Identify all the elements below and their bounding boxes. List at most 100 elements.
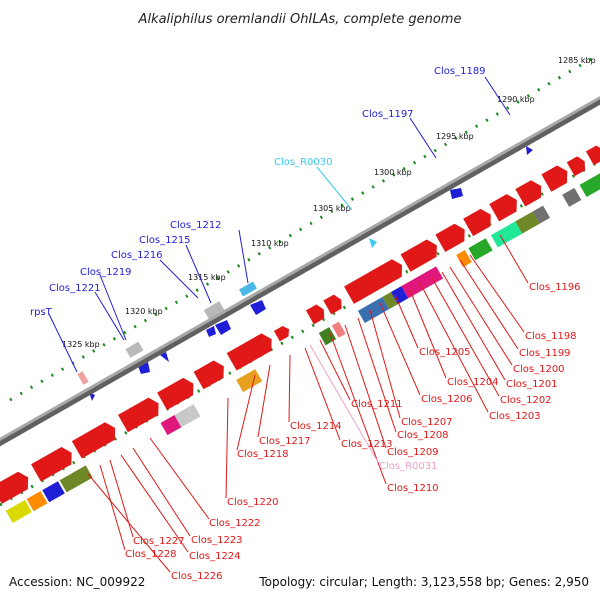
label-clos-1197[interactable]: Clos_1197 <box>362 109 414 120</box>
gene-clos-1203[interactable] <box>515 177 546 207</box>
label-clos-1210[interactable]: Clos_1210 <box>387 483 439 494</box>
tick-label-1295: 1295 kbp <box>436 132 474 141</box>
cog-box-9 <box>331 321 346 338</box>
gene-clos-1217[interactable] <box>305 303 328 325</box>
label-clos-r0031[interactable]: Clos_R0031 <box>379 461 438 472</box>
label-clos-1224[interactable]: Clos_1224 <box>189 551 241 562</box>
leader-clos-r0030 <box>316 166 353 211</box>
gene-clos-1228[interactable] <box>0 469 33 504</box>
label-clos-1213[interactable]: Clos_1213 <box>341 439 393 450</box>
gene-clos-1207[interactable] <box>435 221 469 252</box>
label-clos-r0030[interactable]: Clos_R0030 <box>274 157 333 168</box>
gene-clos-1227[interactable] <box>31 444 77 482</box>
tick-label-1300: 1300 kbp <box>374 168 412 177</box>
label-clos-1208[interactable]: Clos_1208 <box>397 430 449 441</box>
label-rpst[interactable]: rpsT <box>30 307 53 318</box>
label-clos-1205[interactable]: Clos_1205 <box>419 347 471 358</box>
forward-gene-labels: Clos_1189 Clos_1197 Clos_R0030 Clos_1212… <box>30 66 486 318</box>
label-clos-1222[interactable]: Clos_1222 <box>209 518 261 529</box>
label-clos-1207[interactable]: Clos_1207 <box>401 417 453 428</box>
label-clos-1223[interactable]: Clos_1223 <box>191 535 243 546</box>
tick-label-1285: 1285 kbp <box>558 56 596 65</box>
cog-box-6 <box>174 404 201 428</box>
gene-clos-1189[interactable] <box>526 146 533 155</box>
label-clos-1198[interactable]: Clos_1198 <box>525 331 577 342</box>
forward-label-leaders <box>48 76 511 373</box>
gene-clos-1211[interactable] <box>344 256 407 304</box>
label-clos-1218[interactable]: Clos_1218 <box>237 449 289 460</box>
label-clos-1209[interactable]: Clos_1209 <box>387 447 439 458</box>
cog-box-15 <box>468 238 493 261</box>
label-clos-1189[interactable]: Clos_1189 <box>434 66 486 77</box>
label-clos-1216[interactable]: Clos_1216 <box>111 250 163 261</box>
label-clos-1220[interactable]: Clos_1220 <box>227 497 279 508</box>
label-clos-1227[interactable]: Clos_1227 <box>133 536 185 547</box>
label-clos-1217[interactable]: Clos_1217 <box>259 436 311 447</box>
gene-clos-1218[interactable] <box>273 324 292 342</box>
gene-clos-1214[interactable] <box>323 293 345 315</box>
cog-box-1 <box>5 499 32 524</box>
scale-tick-labels: 1285 kbp 1290 kbp 1295 kbp 1300 kbp 1305… <box>62 56 596 349</box>
label-clos-1199[interactable]: Clos_1199 <box>519 348 571 359</box>
gene-clos-1200[interactable] <box>585 143 600 166</box>
cog-box-13 <box>401 266 444 299</box>
gene-clos-1216b[interactable] <box>206 326 216 337</box>
gene-clos-1222[interactable] <box>193 358 229 390</box>
cog-box-11 <box>382 292 398 310</box>
reverse-gene-labels: Clos_1196 Clos_1198 Clos_1199 Clos_1200 … <box>125 282 581 582</box>
label-clos-1203[interactable]: Clos_1203 <box>489 411 541 422</box>
label-clos-1226[interactable]: Clos_1226 <box>171 571 223 582</box>
gene-clos-1215[interactable] <box>203 301 225 319</box>
tick-label-1290: 1290 kbp <box>497 95 535 104</box>
gene-clos-1202[interactable] <box>541 162 572 192</box>
cog-box-7 <box>236 369 263 393</box>
cog-box-14 <box>456 250 472 268</box>
cog-box-17 <box>515 211 540 234</box>
label-clos-1214[interactable]: Clos_1214 <box>290 421 342 432</box>
cog-box-20 <box>579 172 600 198</box>
tick-label-1305: 1305 kbp <box>313 204 351 213</box>
cog-box-3 <box>42 481 65 503</box>
gene-clos-1205[interactable] <box>463 206 495 237</box>
backbone <box>0 95 600 442</box>
label-clos-1206[interactable]: Clos_1206 <box>421 394 473 405</box>
gene-clos-1219[interactable] <box>125 341 144 358</box>
gene-clos-1212[interactable] <box>239 281 257 297</box>
gene-clos-1197[interactable] <box>450 188 463 199</box>
label-clos-1201[interactable]: Clos_1201 <box>506 379 558 390</box>
label-clos-1196[interactable]: Clos_1196 <box>529 282 581 293</box>
label-clos-1204[interactable]: Clos_1204 <box>447 377 499 388</box>
gene-clos-1216[interactable] <box>215 320 231 335</box>
label-clos-1221[interactable]: Clos_1221 <box>49 283 101 294</box>
gene-clos-1209[interactable] <box>400 237 442 272</box>
label-clos-1215[interactable]: Clos_1215 <box>139 235 191 246</box>
cog-box-8 <box>318 327 337 346</box>
gene-clos-1204[interactable] <box>489 191 521 222</box>
cog-box-5 <box>160 415 182 436</box>
gene-clos-1221[interactable] <box>160 352 169 362</box>
gene-clos-1224[interactable] <box>117 395 164 433</box>
label-clos-1211[interactable]: Clos_1211 <box>351 399 403 410</box>
cog-box-18 <box>532 205 551 224</box>
cog-box-16 <box>490 221 523 248</box>
gene-clos-1201[interactable] <box>566 154 589 177</box>
forward-strand-genes <box>77 146 533 401</box>
gene-clos-1226[interactable] <box>71 419 120 459</box>
cog-box-19 <box>562 187 582 207</box>
cog-box-10 <box>357 296 390 323</box>
label-clos-1200[interactable]: Clos_1200 <box>513 364 565 375</box>
label-clos-1228[interactable]: Clos_1228 <box>125 549 177 560</box>
gene-clos-r0030[interactable] <box>369 238 377 248</box>
tick-label-1325: 1325 kbp <box>62 340 100 349</box>
label-clos-1219[interactable]: Clos_1219 <box>80 267 132 278</box>
gene-rpst-pseudo[interactable] <box>77 371 89 385</box>
tick-label-1310: 1310 kbp <box>251 239 289 248</box>
gene-clos-1213-fwd[interactable] <box>250 300 266 315</box>
label-clos-1202[interactable]: Clos_1202 <box>500 395 552 406</box>
cog-box-12 <box>390 286 409 305</box>
label-clos-1212[interactable]: Clos_1212 <box>170 220 222 231</box>
gene-clos-1220[interactable] <box>226 330 277 371</box>
gene-clos-1223[interactable] <box>157 375 198 411</box>
